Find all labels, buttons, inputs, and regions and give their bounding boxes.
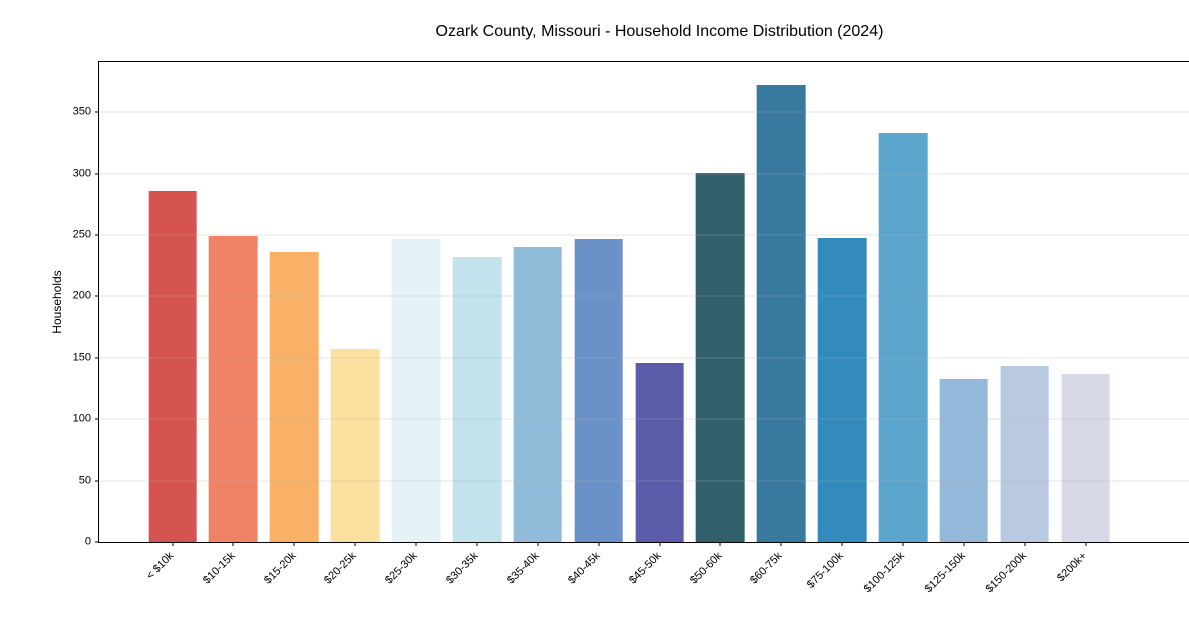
bar-200k bbox=[1061, 373, 1110, 542]
chart-title: Ozark County, Missouri - Household Incom… bbox=[435, 23, 884, 40]
y-tick-mark bbox=[95, 480, 99, 482]
x-tick-mark bbox=[902, 542, 904, 546]
y-gridline bbox=[99, 418, 1189, 420]
y-tick-mark bbox=[95, 234, 99, 236]
x-tick-mark bbox=[537, 542, 539, 546]
x-tick-mark bbox=[354, 542, 356, 546]
x-tick-label: $30-35k bbox=[444, 549, 481, 587]
x-tick-mark bbox=[963, 542, 965, 546]
x-tick-label: $10-15k bbox=[200, 549, 238, 587]
x-tick-mark bbox=[598, 542, 600, 546]
bar-50-60k bbox=[696, 172, 745, 542]
bar-75-100k bbox=[817, 237, 867, 542]
x-tick-mark bbox=[1085, 542, 1086, 546]
y-gridline bbox=[99, 173, 1189, 175]
x-tick-mark bbox=[719, 542, 721, 546]
x-tick-mark bbox=[1024, 542, 1026, 546]
bar-125-150k bbox=[939, 378, 989, 542]
y-gridline bbox=[99, 234, 1189, 236]
bar-10-15k bbox=[209, 236, 258, 542]
y-tick-label: 200 bbox=[72, 289, 91, 302]
x-tick-label: $15-20k bbox=[261, 549, 299, 587]
x-tick-label: $150-200k bbox=[983, 549, 1029, 596]
x-tick-mark bbox=[841, 542, 843, 546]
bar-35-40k bbox=[513, 247, 563, 542]
y-tick-label: 0 bbox=[84, 535, 91, 548]
x-tick-mark bbox=[172, 542, 174, 546]
x-tick-label: $35-40k bbox=[505, 549, 542, 587]
bar-30-35k bbox=[452, 257, 502, 542]
bar-10k bbox=[148, 190, 197, 542]
y-tick-label: 350 bbox=[72, 105, 91, 118]
x-tick-label: $200k+ bbox=[1055, 549, 1090, 585]
x-tick-label: $60-75k bbox=[748, 549, 786, 587]
y-tick-label: 100 bbox=[72, 412, 91, 425]
x-tick-label: < $10k bbox=[144, 549, 177, 582]
x-tick-label: $20-25k bbox=[322, 549, 360, 587]
y-gridline bbox=[99, 480, 1189, 482]
x-tick-mark bbox=[659, 542, 660, 546]
x-tick-mark bbox=[476, 542, 478, 546]
x-tick-label: $40-45k bbox=[565, 549, 603, 587]
x-tick-mark bbox=[293, 542, 295, 546]
bar-15-20k bbox=[270, 252, 319, 542]
y-gridline bbox=[99, 357, 1189, 359]
x-tick-mark bbox=[780, 542, 782, 546]
x-tick-label: $75-100k bbox=[805, 549, 846, 591]
bar-150-200k bbox=[1000, 366, 1049, 542]
y-tick-mark bbox=[95, 541, 99, 543]
y-gridline bbox=[99, 111, 1189, 113]
y-tick-mark bbox=[95, 111, 99, 113]
bar-45-50k bbox=[635, 362, 684, 542]
x-tick-mark bbox=[232, 542, 234, 546]
y-tick-label: 50 bbox=[78, 474, 91, 487]
x-tick-label: $100-125k bbox=[861, 549, 907, 596]
y-tick-mark bbox=[95, 357, 99, 359]
y-tick-label: 150 bbox=[72, 351, 91, 364]
y-tick-mark bbox=[95, 173, 99, 175]
bar-20-25k bbox=[330, 349, 380, 542]
x-tick-label: $125-150k bbox=[922, 549, 968, 596]
x-tick-label: $25-30k bbox=[383, 549, 420, 587]
y-tick-label: 250 bbox=[72, 228, 91, 241]
bar-40-45k bbox=[574, 238, 623, 542]
x-tick-label: $50-60k bbox=[687, 549, 725, 587]
y-tick-label: 300 bbox=[72, 167, 91, 180]
y-tick-mark bbox=[95, 418, 99, 420]
y-axis-label: Households bbox=[50, 270, 64, 334]
x-tick-mark bbox=[415, 542, 417, 546]
y-tick-mark bbox=[95, 295, 99, 297]
plot-area: 0 50 100 150 200 250 300 350 < $10k $10-15k $15-20… bbox=[73, 61, 1189, 595]
bar-60-75k bbox=[756, 85, 806, 542]
bar-chart-figure: Ozark County, Missouri - Household Incom… bbox=[40, 16, 1189, 606]
y-gridline bbox=[99, 295, 1189, 297]
bar-100-125k bbox=[878, 133, 928, 542]
bar-25-30k bbox=[391, 238, 441, 542]
x-tick-label: $45-50k bbox=[626, 549, 664, 587]
